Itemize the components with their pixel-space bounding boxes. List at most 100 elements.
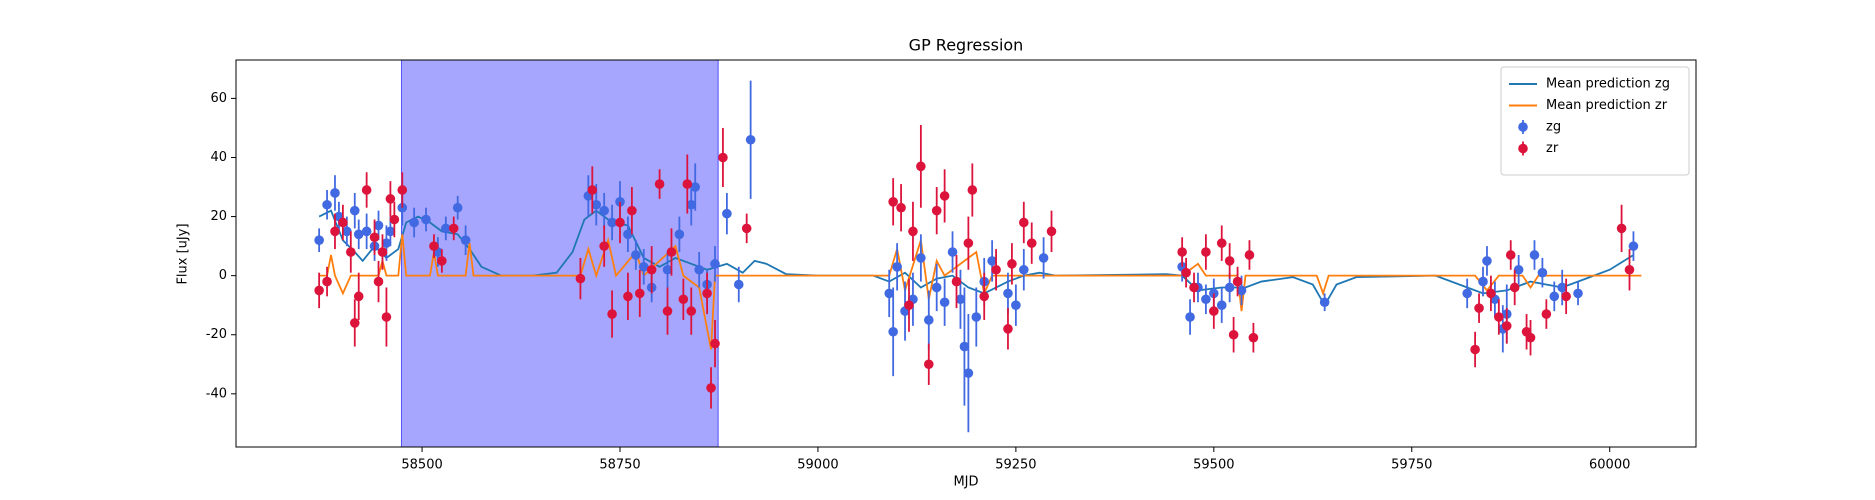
data-point	[437, 256, 447, 266]
data-point	[1185, 312, 1195, 322]
data-point	[678, 294, 689, 305]
legend-label: Mean prediction zr	[1546, 98, 1668, 113]
data-point	[1003, 288, 1013, 299]
data-point	[369, 232, 380, 243]
data-point	[441, 223, 451, 234]
data-point	[1177, 247, 1187, 257]
legend-label: zg	[1546, 120, 1561, 135]
data-point	[591, 199, 602, 210]
data-point	[615, 217, 625, 228]
data-point	[421, 214, 431, 225]
data-point	[381, 238, 392, 248]
data-point	[452, 202, 463, 213]
data-point	[634, 288, 645, 299]
data-point	[888, 326, 898, 337]
data-point	[607, 217, 617, 228]
mean-line	[319, 234, 1642, 350]
data-point	[1181, 267, 1191, 278]
data-point	[923, 315, 934, 325]
data-point	[963, 368, 974, 378]
data-point	[1201, 247, 1211, 257]
data-point	[1018, 217, 1029, 228]
data-point	[342, 226, 352, 237]
data-point	[373, 220, 384, 231]
data-point	[686, 306, 697, 316]
data-point	[662, 306, 673, 316]
data-point	[1482, 256, 1492, 266]
chart-title: GP Regression	[909, 36, 1024, 55]
data-point	[939, 297, 950, 308]
data-point	[1501, 321, 1512, 331]
y-tick-label: 40	[210, 150, 227, 165]
x-tick-label: 60000	[1589, 458, 1630, 473]
data-point	[409, 217, 419, 228]
data-point	[353, 291, 364, 302]
data-point	[361, 226, 372, 237]
data-point	[654, 179, 665, 189]
data-point	[702, 288, 712, 299]
data-point	[904, 300, 914, 310]
data-point	[1537, 267, 1548, 278]
data-point	[1616, 223, 1627, 234]
data-point	[460, 235, 471, 246]
data-point	[1486, 288, 1496, 299]
data-point	[599, 205, 609, 216]
data-point	[638, 261, 649, 272]
data-point	[646, 264, 657, 275]
legend-swatch	[1518, 122, 1528, 132]
data-point	[587, 185, 598, 195]
y-axis-label: Flux [uJy]	[176, 223, 191, 284]
data-point	[631, 250, 641, 260]
data-point	[1628, 241, 1639, 251]
data-point	[389, 214, 400, 225]
data-point	[706, 383, 716, 393]
data-point	[733, 279, 744, 290]
data-point	[1209, 306, 1219, 316]
data-point	[745, 134, 756, 145]
plot-frame	[235, 59, 1697, 448]
legend-label: Mean prediction zg	[1546, 77, 1670, 92]
data-point	[971, 312, 982, 322]
data-point	[967, 185, 978, 195]
data-point	[1474, 303, 1484, 313]
legend: Mean prediction zg Mean prediction zr zg zr	[1500, 66, 1690, 176]
data-point	[1046, 226, 1057, 237]
data-point	[381, 312, 392, 322]
y-tick-label: -20	[206, 327, 227, 342]
data-point	[1549, 291, 1560, 302]
data-point	[1505, 250, 1516, 260]
shaded-span	[400, 59, 719, 448]
data-point	[361, 185, 372, 195]
data-point	[1018, 264, 1029, 275]
data-point	[1541, 309, 1552, 319]
data-point	[1038, 253, 1049, 263]
data-point	[690, 182, 701, 192]
data-point	[896, 202, 906, 213]
data-point	[349, 318, 360, 328]
data-point	[686, 199, 697, 210]
data-point	[1189, 282, 1199, 293]
data-point	[330, 226, 340, 237]
data-point	[599, 241, 609, 251]
data-point	[959, 341, 970, 352]
data-point	[963, 238, 974, 248]
data-point	[1561, 291, 1571, 302]
data-point	[322, 199, 332, 210]
data-point	[884, 288, 894, 299]
data-point	[346, 247, 356, 257]
y-tick-label: 0	[219, 268, 227, 283]
data-point	[373, 276, 384, 287]
data-point	[710, 259, 720, 269]
data-point	[939, 191, 950, 201]
data-point	[377, 247, 388, 257]
data-point	[1232, 276, 1243, 287]
data-point	[1462, 288, 1472, 299]
data-point	[1228, 329, 1239, 340]
data-point	[1007, 259, 1017, 269]
x-tick-label: 58500	[401, 458, 442, 473]
data-point	[710, 338, 720, 349]
x-tick-label: 59500	[1193, 458, 1234, 473]
data-point	[349, 205, 360, 216]
data-point	[385, 226, 396, 237]
data-point	[575, 273, 586, 284]
